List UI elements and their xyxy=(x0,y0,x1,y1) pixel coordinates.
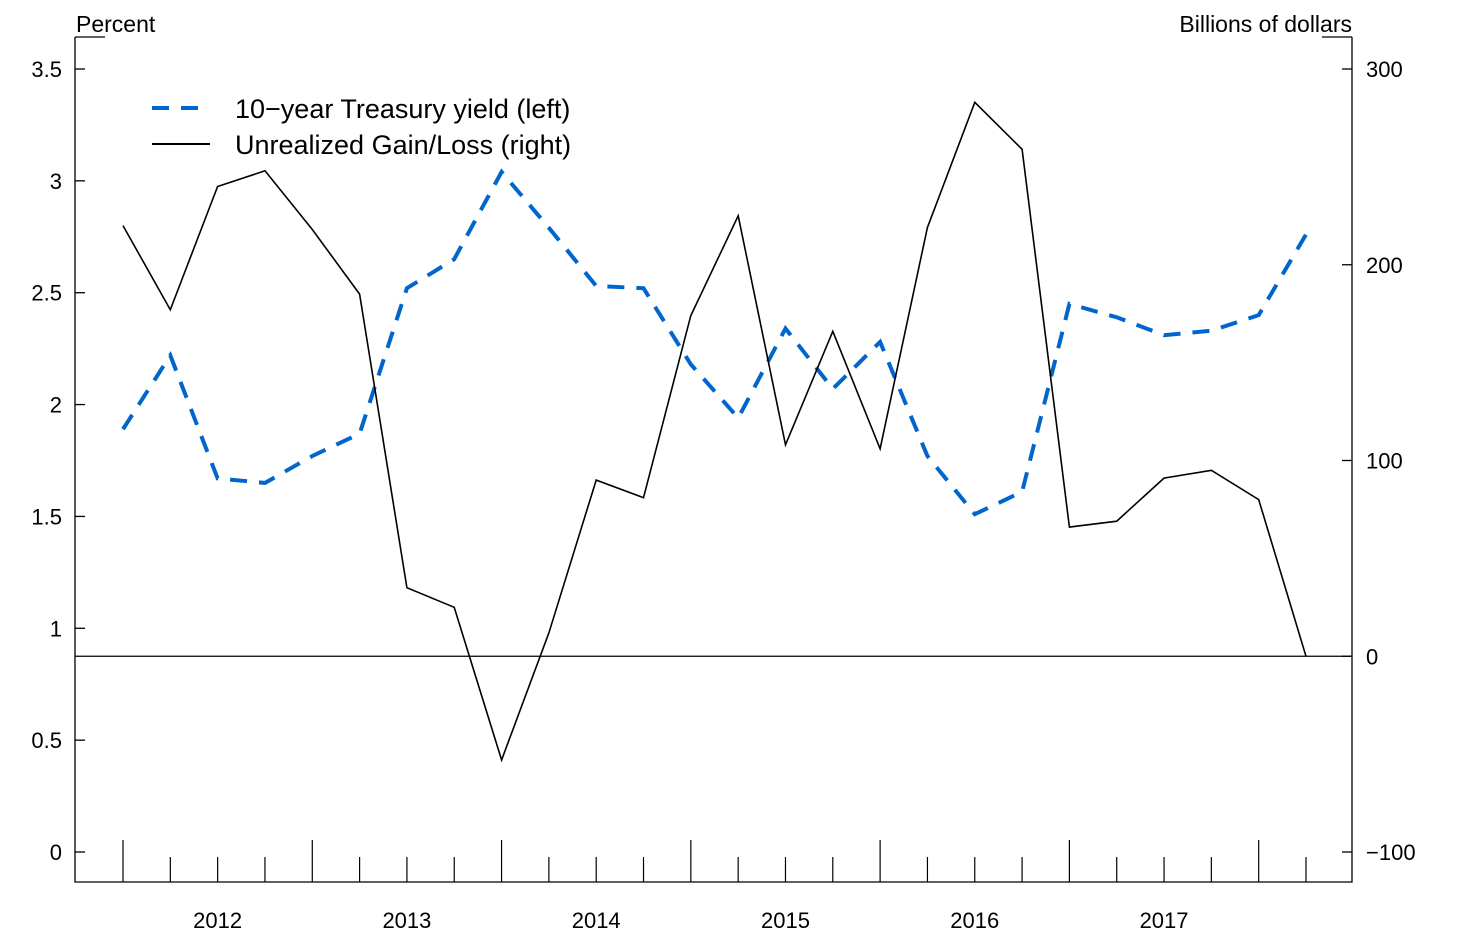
left-tick-label: 2.5 xyxy=(31,281,62,306)
legend-label-treasury: 10−year Treasury yield (left) xyxy=(235,94,570,124)
left-tick-label: 2 xyxy=(50,393,62,418)
right-axis-label: Billions of dollars xyxy=(1179,11,1352,37)
left-tick-label: 3 xyxy=(50,169,62,194)
axis-frame xyxy=(74,37,1353,883)
x-tick-label: 2017 xyxy=(1140,908,1189,933)
right-tick-label: 300 xyxy=(1366,57,1403,82)
treasury-yield-line xyxy=(121,168,1308,517)
right-tick-label: 0 xyxy=(1366,644,1378,669)
right-tick-label: 100 xyxy=(1366,449,1403,474)
legend-label-gainloss: Unrealized Gain/Loss (right) xyxy=(235,130,571,160)
x-tick-label: 2012 xyxy=(193,908,242,933)
unrealized-gain-loss-line xyxy=(122,100,1307,763)
plot-frame: 0 0.5 1 1.5 2 2.5 3 3.5 −100 0 100 200 300 2012 2013 20… xyxy=(31,36,1416,933)
left-tick-label: 0.5 xyxy=(31,728,62,753)
left-axis-label: Percent xyxy=(76,11,156,37)
left-tick-label: 0 xyxy=(50,840,62,865)
left-tick-label: 1.5 xyxy=(31,504,62,529)
x-tick-label: 2014 xyxy=(572,908,621,933)
x-tick-label: 2015 xyxy=(761,908,810,933)
left-tick-label: 1 xyxy=(50,616,62,641)
x-tick-label: 2013 xyxy=(382,908,431,933)
right-tick-label: −100 xyxy=(1366,840,1416,865)
left-tick-label: 3.5 xyxy=(31,57,62,82)
legend: 10−year Treasury yield (left) Unrealized… xyxy=(152,94,571,160)
x-tick-label: 2016 xyxy=(950,908,999,933)
right-tick-label: 200 xyxy=(1366,253,1403,278)
